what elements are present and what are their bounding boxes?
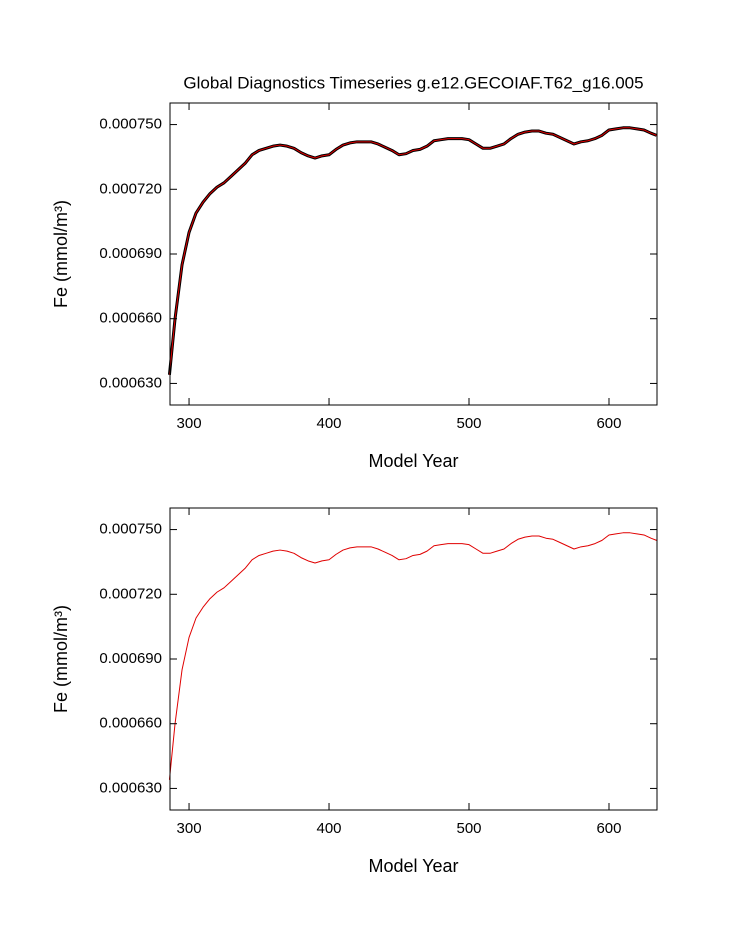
y-axis-label: Fe (mmol/m³) (51, 605, 71, 713)
y-tick-label: 0.000750 (99, 116, 162, 133)
x-tick-label: 300 (177, 820, 202, 837)
x-tick-label: 400 (317, 820, 342, 837)
data-line (167, 126, 658, 375)
y-tick-label: 0.000690 (99, 650, 162, 667)
x-tick-label: 300 (177, 415, 202, 432)
x-tick-label: 500 (456, 415, 481, 432)
y-tick-label: 0.000660 (99, 715, 162, 732)
y-tick-label: 0.000660 (99, 310, 162, 327)
plot-frame (169, 507, 658, 811)
x-axis-label: Model Year (368, 451, 458, 471)
y-tick-label: 0.000720 (99, 585, 162, 602)
plot-frame (169, 102, 658, 406)
y-tick-label: 0.000690 (99, 245, 162, 262)
x-axis-label: Model Year (368, 856, 458, 876)
x-tick-label: 600 (596, 820, 621, 837)
y-tick-label: 0.000630 (99, 374, 162, 391)
x-tick-label: 500 (456, 820, 481, 837)
data-line (168, 127, 657, 375)
chart-title: Global Diagnostics Timeseries g.e12.GECO… (183, 73, 643, 92)
y-tick-label: 0.000630 (99, 779, 162, 796)
x-tick-label: 600 (596, 415, 621, 432)
y-tick-label: 0.000750 (99, 521, 162, 538)
x-tick-label: 400 (317, 415, 342, 432)
y-tick-label: 0.000720 (99, 180, 162, 197)
data-line (168, 532, 657, 780)
y-axis-label: Fe (mmol/m³) (51, 200, 71, 308)
